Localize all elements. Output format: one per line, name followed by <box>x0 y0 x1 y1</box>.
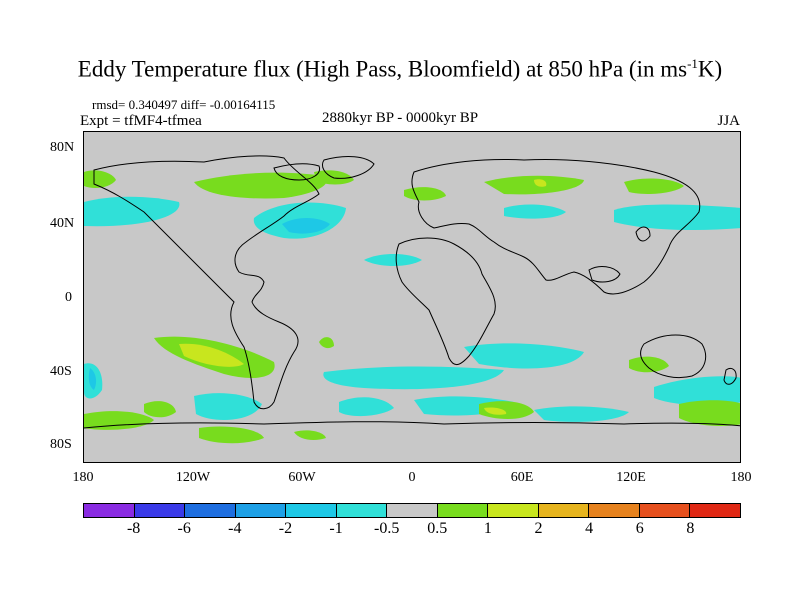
colorbar-box <box>134 504 186 517</box>
colorbar-label: -2 <box>278 520 293 537</box>
colorbar-label: -8 <box>126 520 141 537</box>
colorbar-label: 8 <box>686 520 695 537</box>
colorbar-box <box>235 504 287 517</box>
colorbar-label: 2 <box>534 520 543 537</box>
colorbar-box <box>589 504 640 517</box>
lat-label-80n: 80N <box>50 140 75 155</box>
colorbar-box <box>185 504 236 517</box>
colorbar-box <box>690 504 740 517</box>
colorbar-label: 0.5 <box>427 520 448 537</box>
colorbar-box <box>488 504 539 517</box>
colorbar-box <box>84 504 135 517</box>
lon-label-0: 0 <box>408 470 416 485</box>
lon-label-60e: 60E <box>510 470 534 485</box>
lon-label-60w: 60W <box>288 470 316 485</box>
stats-line: rmsd= 0.340497 diff= -0.00164115 <box>92 97 276 112</box>
colorbar-box <box>437 504 489 517</box>
colorbar-box <box>336 504 388 517</box>
colorbar-label: 6 <box>635 520 644 537</box>
season-label: JJA <box>717 113 740 129</box>
lon-label-120w: 120W <box>175 470 211 485</box>
lat-label-0: 0 <box>65 290 72 305</box>
map-canvas <box>84 155 740 444</box>
coastlines <box>84 155 740 429</box>
colorbar-box <box>387 504 438 517</box>
lat-label-40n: 40N <box>50 216 75 231</box>
colorbar-label: -1 <box>329 520 343 537</box>
positive-anomalies <box>84 170 740 444</box>
colorbar <box>83 503 741 518</box>
lon-label-180e: 180 <box>730 470 752 485</box>
lon-label-180w: 180 <box>72 470 94 485</box>
world-map <box>83 131 741 463</box>
colorbar-label: -0.5 <box>374 520 400 537</box>
colorbar-label: -4 <box>228 520 242 537</box>
lat-label-80s: 80S <box>50 437 72 452</box>
chart-title: Eddy Temperature flux (High Pass, Bloomf… <box>77 56 723 82</box>
colorbar-label: -6 <box>177 520 191 537</box>
colorbar-box <box>538 504 590 517</box>
negative-anomalies <box>84 196 740 422</box>
colorbar-label: 4 <box>585 520 594 537</box>
colorbar-label: 1 <box>483 520 492 537</box>
lat-label-40s: 40S <box>50 364 72 379</box>
period-label: 2880kyr BP - 0000kyr BP <box>322 110 479 126</box>
experiment-label: Expt = tfMF4-tfmea <box>80 113 202 129</box>
lon-label-120e: 120E <box>616 470 646 485</box>
colorbar-box <box>639 504 691 517</box>
colorbar-box <box>286 504 337 517</box>
